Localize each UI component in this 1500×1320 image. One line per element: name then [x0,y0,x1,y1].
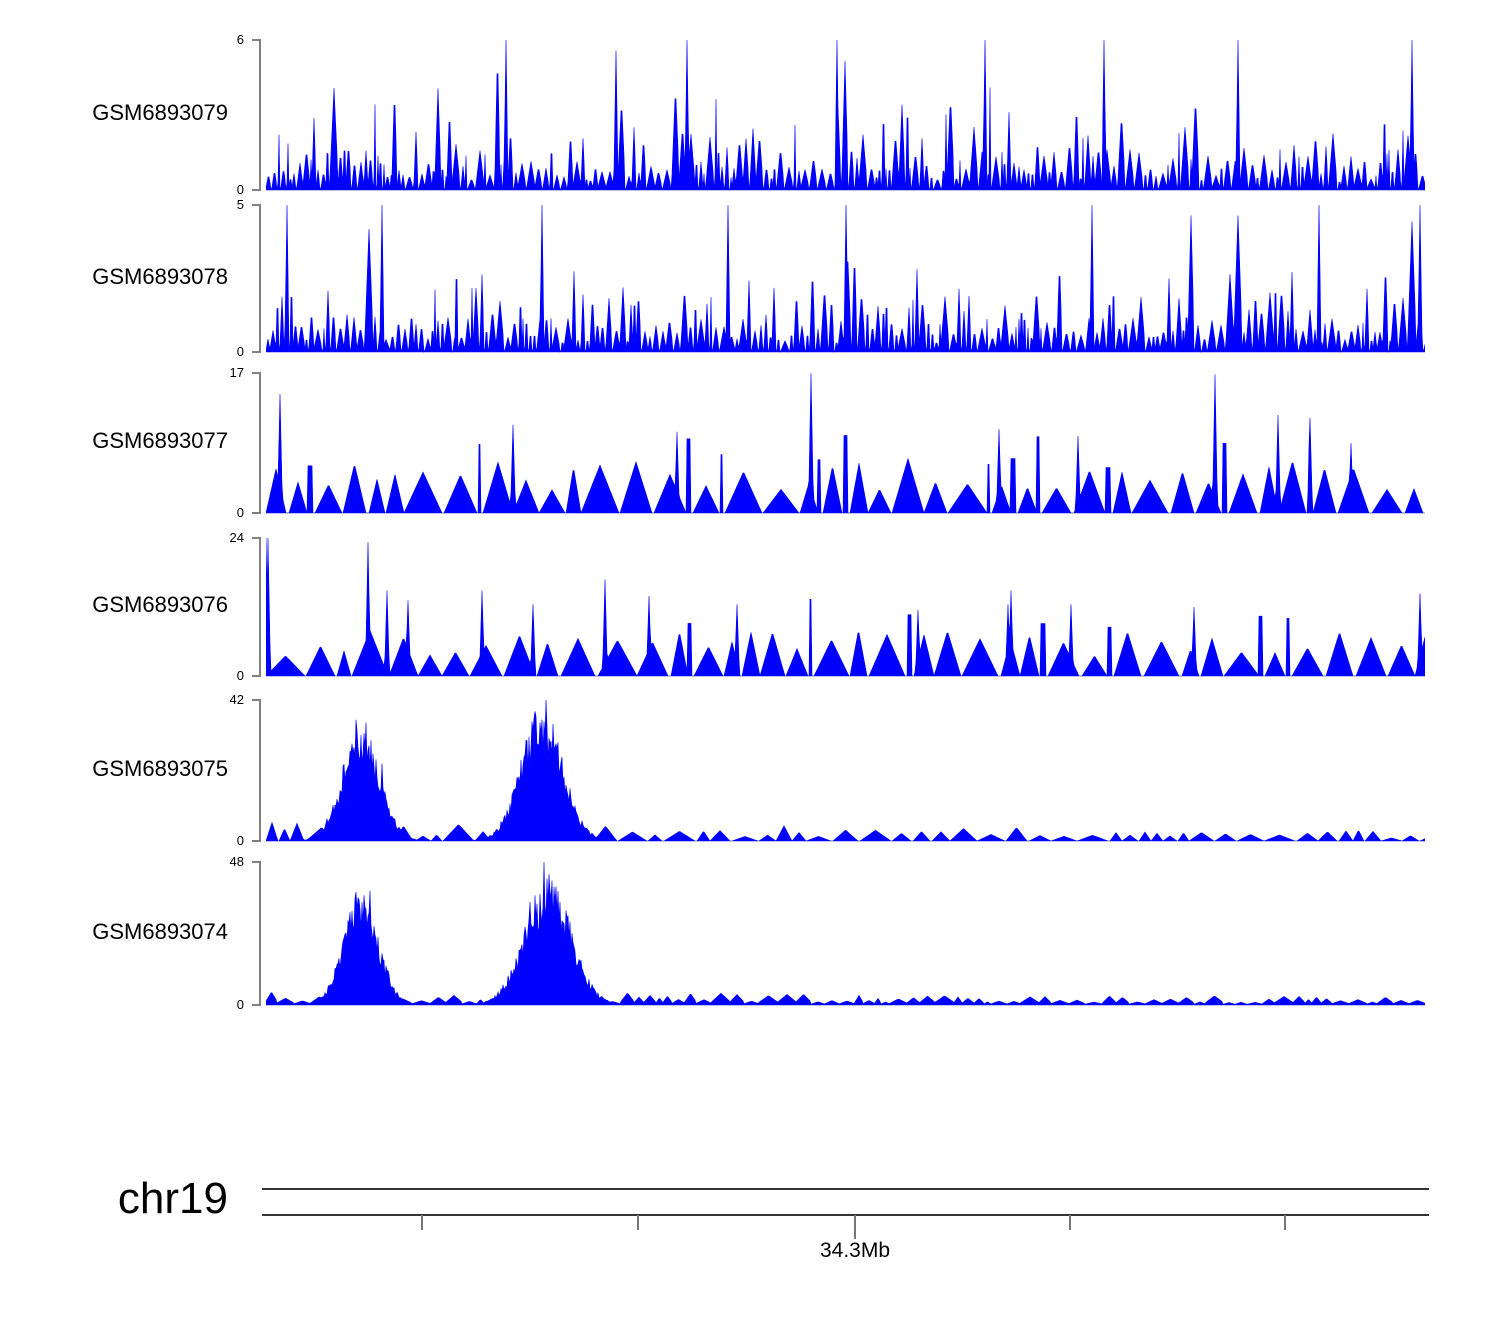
track-label-GSM6893077: GSM6893077 [92,428,228,453]
y-axis [252,39,261,191]
track-label-GSM6893079: GSM6893079 [92,100,228,125]
y-axis-min-label: 0 [236,182,244,197]
track-label-GSM6893075: GSM6893075 [92,755,228,781]
coverage-area-GSM6893075 [266,700,1425,842]
y-axis-max-label: 6 [236,32,244,47]
coverage-area-GSM6893076 [266,538,1425,677]
y-axis [252,204,261,353]
y-axis-max-label: 48 [229,854,244,869]
y-axis [252,861,261,1006]
track-label-GSM6893078: GSM6893078 [92,263,228,289]
coverage-area-GSM6893079 [266,40,1425,191]
y-axis [252,699,261,842]
chromosome-ideogram [262,1188,1429,1239]
track-label-GSM6893074: GSM6893074 [92,918,228,944]
coverage-area-GSM6893077 [266,373,1425,514]
y-axis [252,537,261,677]
axis-tick-label: 34.3Mb [819,1239,891,1262]
coverage-area-GSM6893074 [266,862,1425,1006]
y-axis-max-label: 17 [229,365,244,380]
coverage-area-GSM6893078 [266,205,1425,353]
y-axis [252,372,261,514]
track-label-GSM6893076: GSM6893076 [92,592,228,617]
y-axis-max-label: 24 [229,530,244,545]
y-axis-min-label: 0 [236,997,244,1012]
y-axis-min-label: 0 [236,833,244,848]
y-axis-min-label: 0 [236,505,244,520]
y-axis-max-label: 42 [229,692,244,707]
y-axis-max-label: 5 [236,197,244,212]
y-axis-min-label: 0 [236,668,244,683]
chromosome-label: chr19 [117,1174,228,1223]
y-axis-min-label: 0 [236,344,244,359]
